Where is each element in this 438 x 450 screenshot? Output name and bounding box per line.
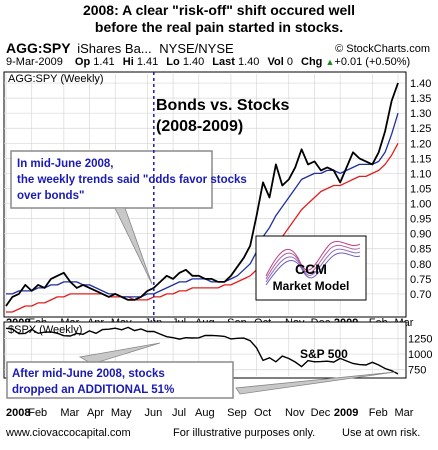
y-tick-label: 0.75 <box>410 274 431 286</box>
annotation-text-lower: After mid-June 2008, stocks dropped an A… <box>12 368 174 396</box>
last-label: Last <box>212 56 235 68</box>
x-tick-label: Oct <box>254 407 271 419</box>
y-tick-label: 0.90 <box>410 229 431 241</box>
stockcharts-logo: © StockCharts.com <box>335 43 430 55</box>
chart-headline: 2008: A clear "risk-off" shift occured w… <box>0 2 438 36</box>
price-panel-label: AGG:SPY (Weekly) <box>8 73 104 85</box>
volume-label: Vol <box>267 56 284 68</box>
up-triangle-icon: ▲ <box>325 57 335 67</box>
annotation-pointer-lower <box>78 342 161 365</box>
footer-note-risk: Use at own risk. <box>342 427 421 439</box>
quote-date: 9-Mar-2009 <box>6 56 63 68</box>
red-moving-average-line <box>6 142 399 313</box>
ccm-inset-subtitle: Market Model <box>273 279 350 293</box>
volume-value: 0 <box>286 56 293 68</box>
x-tick-label: Mar <box>60 407 79 419</box>
chart-headline-line-2: before the real pain started in stocks. <box>94 19 344 35</box>
chart-subtitle: (2008-2009) <box>156 118 243 135</box>
y-tick-label: 1.30 <box>410 108 431 120</box>
footer-site: www.ciovaccocapital.com <box>6 427 131 439</box>
x-tick-label: May <box>111 407 132 419</box>
x-tick-label: Sep <box>227 407 247 419</box>
change-value: +0.01 (+0.50%) <box>334 56 411 68</box>
x-tick-label: 2009 <box>334 407 358 419</box>
y-tick-label: 1.20 <box>410 138 431 150</box>
ticker-header: AGG:SPY iShares Ba... NYSE/NYSE <box>6 40 234 56</box>
y-tick-label: 1.25 <box>410 123 431 135</box>
low-value: 1.40 <box>182 56 205 68</box>
annotation-text-upper: In mid-June 2008, the weekly trends said… <box>17 158 247 202</box>
y-tick-label: 1.10 <box>410 168 431 180</box>
y-tick-label: 1.40 <box>410 78 431 90</box>
annotation-lower-line-1: After mid-June 2008, stocks <box>12 368 165 380</box>
high-label: Hi <box>122 56 134 68</box>
y-tick-label: 0.80 <box>410 259 431 271</box>
low-label: Lo <box>166 56 180 68</box>
annotation-lower-line-2: dropped an ADDITIONAL 51% <box>12 384 174 396</box>
x-tick-label: Aug <box>195 407 215 419</box>
x-tick-label: Mar <box>395 407 414 419</box>
y-tick-label: 1000 <box>408 349 432 361</box>
x-tick-label: Jul <box>172 407 186 419</box>
last-value: 1.40 <box>237 56 260 68</box>
sp500-label: S&P 500 <box>300 347 348 361</box>
x-tick-label: Apr <box>87 407 104 419</box>
ccm-inset-box <box>255 235 367 301</box>
quote-line: 9-Mar-2009 Op 1.41 Hi 1.41 Lo 1.40 Last … <box>6 56 410 68</box>
x-tick-label: Feb <box>28 407 47 419</box>
chart-headline-line-1: 2008: A clear "risk-off" shift occured w… <box>82 2 356 18</box>
y-tick-label: 0.85 <box>410 244 431 256</box>
x-tick-label: Jun <box>145 407 163 419</box>
spx-panel-label: $SPX (Weekly) <box>8 324 82 336</box>
y-tick-label: 750 <box>408 365 426 377</box>
price-panel-lines <box>5 82 399 313</box>
chart-title: Bonds vs. Stocks <box>156 97 289 114</box>
annotation-pointer-upper <box>114 207 153 285</box>
ticker-description: iShares Ba... <box>77 41 152 56</box>
change-label: Chg <box>301 56 323 68</box>
ccm-logo-graphic <box>265 240 361 286</box>
ticker-exchange: NYSE/NYSE <box>159 41 234 56</box>
x-tick-label: Feb <box>369 407 388 419</box>
annotation-upper-line-3: over bonds" <box>17 190 84 202</box>
x-tick-label: Nov <box>285 407 305 419</box>
annotation-upper-line-1: In mid-June 2008, <box>17 158 114 170</box>
open-label: Op <box>74 56 91 68</box>
footer-note-illustrative: For illustrative purposes only. <box>173 427 316 439</box>
y-tick-label: 1.05 <box>410 183 431 195</box>
y-tick-label: 0.95 <box>410 214 431 226</box>
spx-panel-y-axis: 750 1000 1250 <box>408 333 432 376</box>
y-tick-label: 1.35 <box>410 93 431 105</box>
annotation-box-upper <box>10 150 213 209</box>
annotation-box-lower <box>6 361 234 399</box>
spx-panel-lines <box>5 326 399 375</box>
y-tick-label: 1.00 <box>410 199 431 211</box>
annotation-pointer-lower-right <box>235 371 396 395</box>
price-panel-y-axis: 0.70 0.75 0.80 0.85 0.90 0.95 1.00 1.05 1.10 1.15… <box>410 78 431 301</box>
y-tick-label: 1.15 <box>410 153 431 165</box>
open-value: 1.41 <box>93 56 115 68</box>
y-tick-label: 0.70 <box>410 289 431 301</box>
annotation-upper-line-2: the weekly trends said "odds favor stock… <box>17 174 247 186</box>
ccm-inset-title: CCM <box>295 261 327 277</box>
y-tick-label: 1250 <box>408 333 432 345</box>
ticker-symbol: AGG:SPY <box>6 40 71 56</box>
high-value: 1.41 <box>136 56 159 68</box>
x-tick-label: 2008 <box>6 407 30 419</box>
black-price-line <box>5 82 399 307</box>
spx-price-line <box>5 326 399 375</box>
x-tick-label: Dec <box>311 407 331 419</box>
